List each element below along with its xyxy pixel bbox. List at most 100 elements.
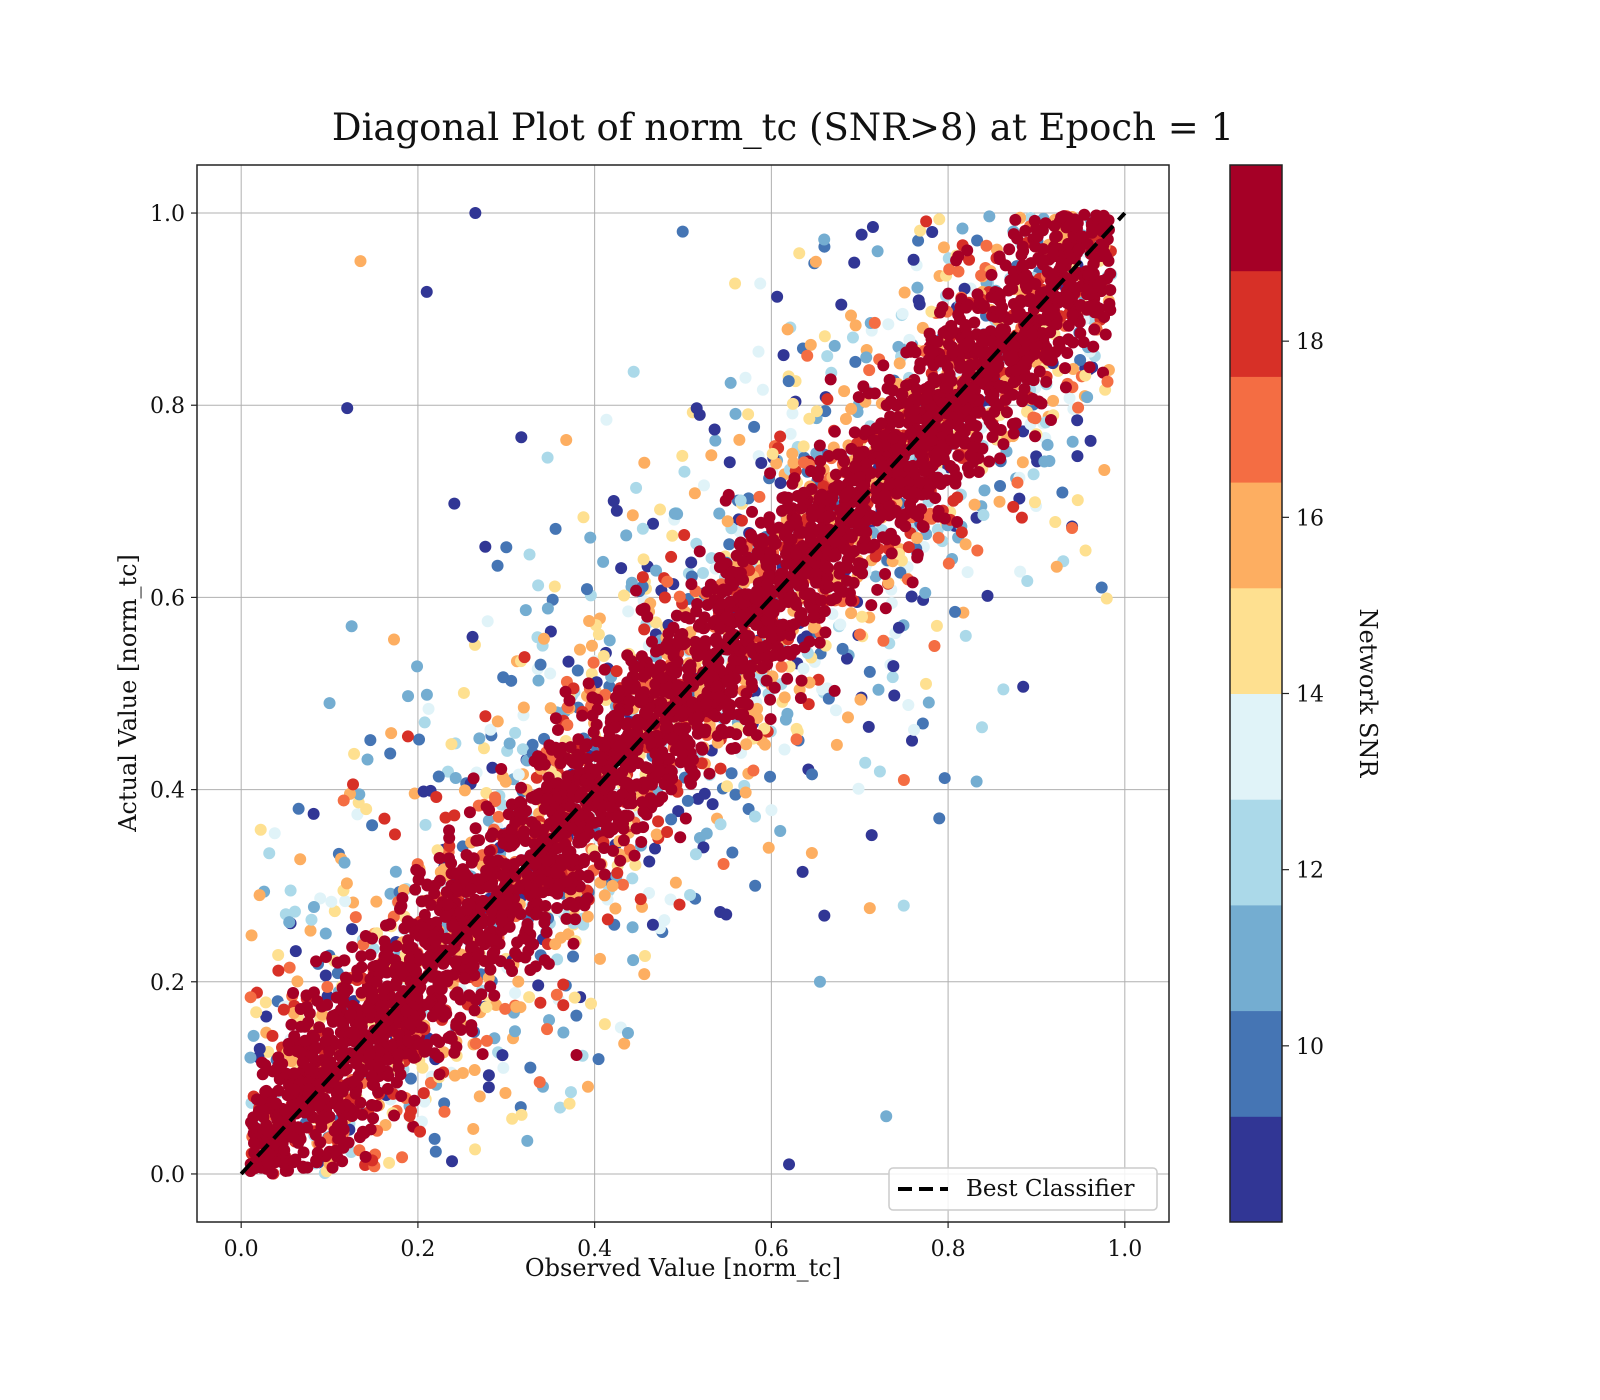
scatter-point <box>871 583 884 596</box>
scatter-point <box>549 522 562 535</box>
scatter-point <box>429 1145 442 1158</box>
scatter-point <box>869 570 882 583</box>
scatter-point <box>646 918 659 931</box>
scatter-point <box>1047 394 1060 407</box>
scatter-point <box>931 335 944 348</box>
scatter-point <box>836 642 849 655</box>
scatter-point <box>254 823 267 836</box>
scatter-point <box>567 950 580 963</box>
scatter-point <box>1102 254 1115 267</box>
scatter-point <box>564 741 577 754</box>
scatter-point <box>1097 366 1110 379</box>
scatter-point <box>788 643 801 656</box>
scatter-point <box>710 680 723 693</box>
scatter-point <box>643 855 656 868</box>
scatter-point <box>532 788 545 801</box>
scatter-point <box>268 827 281 840</box>
scatter-point <box>1016 395 1029 408</box>
scatter-point <box>514 796 527 809</box>
scatter-point <box>714 818 727 831</box>
scatter-point <box>926 225 939 238</box>
scatter-point <box>448 497 461 510</box>
scatter-point <box>482 1069 495 1082</box>
scatter-point <box>581 910 594 923</box>
scatter-point <box>967 441 980 454</box>
scatter-point <box>797 662 810 675</box>
scatter-point <box>865 599 878 612</box>
scatter-point <box>764 713 777 726</box>
scatter-point <box>359 1150 372 1163</box>
scatter-point <box>807 621 820 634</box>
scatter-point <box>469 822 482 835</box>
scatter-point <box>862 720 875 733</box>
scatter-point <box>863 902 876 915</box>
scatter-point <box>495 763 508 776</box>
scatter-point <box>370 895 383 908</box>
scatter-point <box>526 738 539 751</box>
scatter-point <box>729 742 742 755</box>
scatter-point <box>517 701 530 714</box>
scatter-point <box>297 1161 310 1174</box>
scatter-point <box>652 815 665 828</box>
scatter-point <box>321 998 334 1011</box>
scatter-point <box>882 318 895 331</box>
scatter-point <box>678 465 691 478</box>
scatter-point <box>434 866 447 879</box>
scatter-point <box>993 495 1006 508</box>
scatter-point <box>959 320 972 333</box>
scatter-point <box>288 1083 301 1096</box>
scatter-point <box>1009 341 1022 354</box>
scatter-point <box>754 516 767 529</box>
scatter-point <box>726 681 739 694</box>
scatter-point <box>865 466 878 479</box>
scatter-point <box>340 877 353 890</box>
scatter-point <box>671 636 684 649</box>
scatter-point <box>309 1042 322 1055</box>
scatter-point <box>458 784 471 797</box>
scatter-point <box>1037 254 1050 267</box>
scatter-point <box>765 804 778 817</box>
scatter-point <box>983 455 996 468</box>
scatter-point <box>681 794 694 807</box>
scatter-point <box>797 440 810 453</box>
scatter-point <box>781 323 794 336</box>
scatter-point <box>484 830 497 843</box>
scatter-point <box>1077 336 1090 349</box>
scatter-point <box>1078 208 1091 221</box>
scatter-point <box>911 532 924 545</box>
scatter-point <box>1011 476 1024 489</box>
scatter-point <box>892 411 905 424</box>
scatter-point <box>392 1048 405 1061</box>
scatter-point <box>418 908 431 921</box>
scatter-point <box>771 290 784 303</box>
scatter-point <box>1029 278 1042 291</box>
scatter-point <box>434 1001 447 1014</box>
scatter-point <box>637 805 650 818</box>
scatter-point <box>884 527 897 540</box>
scatter-point <box>521 1134 534 1147</box>
scatter-point <box>415 1115 428 1128</box>
scatter-point <box>745 661 758 674</box>
scatter-point <box>458 972 471 985</box>
scatter-point <box>666 529 679 542</box>
scatter-point <box>726 846 739 859</box>
scatter-point <box>706 798 719 811</box>
scatter-point <box>681 662 694 675</box>
scatter-point <box>384 887 397 900</box>
scatter-point <box>338 856 351 869</box>
scatter-point <box>542 876 555 889</box>
scatter-point <box>1046 269 1059 282</box>
scatter-point <box>797 456 810 469</box>
scatter-point <box>756 383 769 396</box>
scatter-point <box>1063 392 1076 405</box>
scatter-point <box>402 690 415 703</box>
scatter-point <box>788 618 801 631</box>
scatter-point <box>920 215 933 228</box>
scatter-point <box>674 756 687 769</box>
scatter-point <box>1088 323 1101 336</box>
scatter-point <box>893 476 906 489</box>
scatter-point <box>421 878 434 891</box>
scatter-point <box>497 1061 510 1074</box>
scatter-point <box>337 794 350 807</box>
scatter-point <box>481 615 494 628</box>
